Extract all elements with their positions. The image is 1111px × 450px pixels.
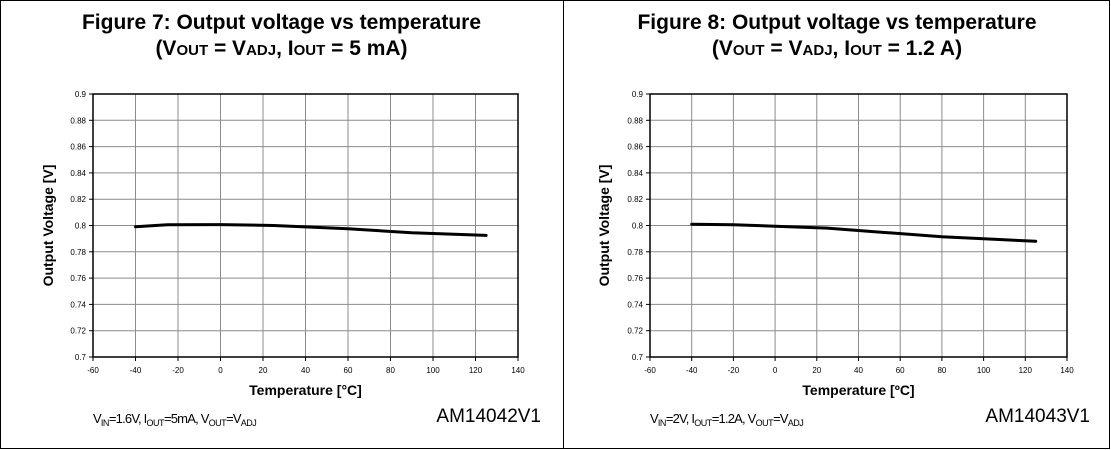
x-tick-label: -40 [686, 366, 698, 375]
x-tick-label: -20 [172, 366, 184, 375]
x-tick-label: 0 [218, 366, 223, 375]
y-axis-label: Output Voltage [V] [40, 165, 56, 287]
y-tick-label: 0.74 [70, 300, 86, 309]
y-tick-label: 0.82 [70, 195, 86, 204]
y-tick-label: 0.74 [627, 300, 643, 309]
x-tick-label: 100 [426, 366, 440, 375]
x-tick-label: 80 [937, 366, 946, 375]
chart-title: Figure 8: Output voltage vs temperature [637, 11, 1037, 34]
chart-8-plot: -60 -40 -20 0 20 40 60 80 100 120 140 0.7 0.72 0.74 0.… [596, 90, 1074, 398]
x-tick-label: 40 [854, 366, 863, 375]
y-tick-label: 0.76 [70, 274, 86, 283]
chart-subtitle: (VOUT = VADJ, IOUT = 5 mA) [155, 37, 408, 60]
series-line [134, 223, 488, 237]
y-tick-label: 0.9 [632, 90, 644, 99]
y-tick-label: 0.82 [627, 195, 643, 204]
y-tick-label: 0.8 [75, 222, 87, 231]
x-tick-label: -20 [728, 366, 740, 375]
y-tick-label: 0.84 [627, 169, 643, 178]
series-line [690, 222, 1038, 243]
x-tick-label: 120 [469, 366, 483, 375]
x-tick-label: 60 [344, 366, 353, 375]
y-tick-label: 0.88 [627, 116, 643, 125]
y-tick-label: 0.7 [632, 353, 644, 362]
test-conditions: VIN=2V, IOUT=1.2A, VOUT=VADJ [650, 411, 804, 428]
chart-7-plot: -60 -40 -20 0 20 40 60 80 100 120 140 0.7 0.72 0.74 0.… [40, 90, 525, 398]
x-tick-label: 80 [386, 366, 395, 375]
y-tick-label: 0.72 [627, 327, 643, 336]
x-tick-label: 20 [259, 366, 268, 375]
y-tick-label: 0.78 [627, 248, 643, 257]
x-tick-label: 40 [301, 366, 310, 375]
y-tick-label: 0.88 [70, 116, 86, 125]
x-tick-label: -40 [130, 366, 142, 375]
x-tick-label: -60 [644, 366, 656, 375]
test-conditions: VIN=1.6V, IOUT=5mA, VOUT=VADJ [93, 411, 257, 428]
x-tick-label: 140 [1060, 366, 1074, 375]
figure-8-panel: Figure 8: Output voltage vs temperature … [564, 0, 1110, 449]
x-tick-label: 140 [511, 366, 525, 375]
y-tick-label: 0.86 [627, 143, 643, 152]
y-tick-label: 0.84 [70, 169, 86, 178]
x-tick-label: 20 [812, 366, 821, 375]
y-tick-label: 0.86 [70, 143, 86, 152]
figure-code: AM14043V1 [985, 406, 1090, 427]
x-tick-label: -60 [87, 366, 99, 375]
figure-7-panel: Figure 7: Output voltage vs temperature … [40, 11, 541, 428]
y-tick-label: 0.72 [70, 327, 86, 336]
x-tick-label: 120 [1019, 366, 1033, 375]
x-axis-label: Temperature [°C] [249, 382, 362, 398]
figure-code: AM14042V1 [436, 406, 541, 427]
y-tick-label: 0.76 [627, 274, 643, 283]
y-tick-label: 0.9 [75, 90, 87, 99]
chart-title: Figure 7: Output voltage vs temperature [81, 11, 482, 34]
y-tick-label: 0.8 [632, 222, 644, 231]
x-tick-label: 0 [773, 366, 778, 375]
panel-divider [563, 0, 564, 449]
chart-subtitle: (VOUT = VADJ, IOUT = 1.2 A) [711, 37, 963, 60]
x-tick-label: 60 [896, 366, 905, 375]
y-tick-label: 0.78 [70, 248, 86, 257]
y-tick-label: 0.7 [75, 353, 87, 362]
x-tick-label: 100 [977, 366, 991, 375]
x-axis-label: Temperature [ºC] [802, 382, 914, 398]
y-axis-label: Output Voltage [V] [596, 165, 612, 287]
